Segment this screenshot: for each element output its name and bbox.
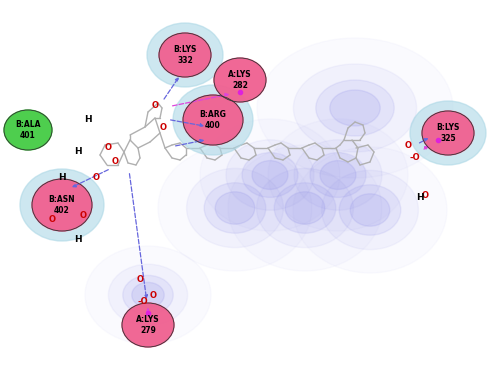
Text: O: O	[150, 290, 156, 300]
Text: O: O	[93, 173, 99, 183]
Ellipse shape	[310, 153, 366, 197]
Text: O: O	[405, 141, 412, 149]
Ellipse shape	[294, 140, 382, 210]
Ellipse shape	[226, 140, 314, 210]
Ellipse shape	[159, 33, 211, 77]
Ellipse shape	[173, 85, 253, 155]
Ellipse shape	[20, 169, 104, 241]
Ellipse shape	[32, 179, 92, 231]
Text: H: H	[74, 148, 82, 156]
Ellipse shape	[285, 192, 325, 224]
Text: -O: -O	[410, 153, 420, 163]
Text: H: H	[74, 236, 82, 244]
Text: -O: -O	[138, 297, 149, 307]
Text: H: H	[84, 116, 92, 124]
Ellipse shape	[122, 303, 174, 347]
Text: O: O	[105, 144, 112, 152]
Ellipse shape	[204, 183, 266, 233]
Ellipse shape	[339, 185, 401, 235]
Ellipse shape	[320, 160, 356, 190]
Ellipse shape	[215, 192, 255, 224]
Text: O: O	[112, 158, 118, 166]
Ellipse shape	[183, 95, 243, 145]
Ellipse shape	[350, 194, 390, 226]
Ellipse shape	[252, 160, 288, 190]
Ellipse shape	[257, 169, 354, 248]
Ellipse shape	[132, 282, 164, 308]
Ellipse shape	[410, 101, 486, 165]
Text: B:LYS
332: B:LYS 332	[173, 45, 197, 65]
Text: H: H	[416, 194, 424, 202]
Text: O: O	[49, 216, 56, 224]
Text: B:ALA
401: B:ALA 401	[15, 120, 41, 140]
Text: A:LYS
282: A:LYS 282	[228, 70, 252, 90]
Text: B:ASN
402: B:ASN 402	[49, 195, 75, 215]
Ellipse shape	[422, 111, 474, 155]
Text: O: O	[151, 100, 158, 110]
Text: O: O	[422, 191, 429, 199]
Ellipse shape	[242, 153, 298, 197]
Ellipse shape	[321, 170, 418, 250]
Ellipse shape	[214, 58, 266, 102]
Ellipse shape	[316, 80, 394, 136]
Ellipse shape	[123, 275, 173, 315]
Ellipse shape	[4, 110, 52, 150]
Text: B:ARG
400: B:ARG 400	[200, 110, 226, 130]
Text: A:LYS
279: A:LYS 279	[136, 315, 160, 335]
Text: O: O	[79, 210, 87, 219]
Text: O: O	[160, 124, 167, 132]
Ellipse shape	[109, 264, 187, 326]
Ellipse shape	[187, 169, 283, 248]
Ellipse shape	[147, 23, 223, 87]
Text: H: H	[58, 173, 66, 183]
Ellipse shape	[330, 90, 380, 126]
Text: O: O	[136, 276, 144, 284]
Ellipse shape	[293, 64, 416, 152]
Text: B:LYS
325: B:LYS 325	[436, 123, 460, 143]
Ellipse shape	[274, 183, 336, 233]
